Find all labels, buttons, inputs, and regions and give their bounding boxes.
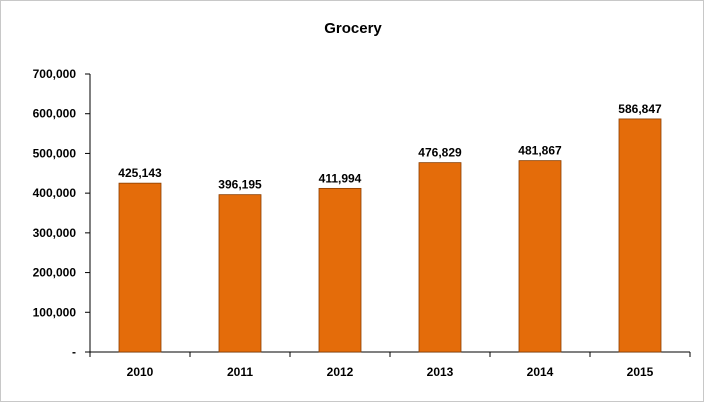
bar [418, 162, 462, 353]
bar [318, 187, 362, 353]
y-tick-label: 400,000 [33, 186, 77, 200]
y-tick-label: - [72, 345, 76, 359]
x-tick-label: 2012 [327, 365, 354, 379]
x-tick-label: 2010 [127, 365, 154, 379]
x-tick-label: 2015 [627, 365, 654, 379]
data-label: 396,195 [218, 178, 262, 192]
bar [218, 194, 262, 353]
data-label: 411,994 [319, 171, 362, 185]
y-tick-label: 700,000 [33, 67, 77, 81]
data-label: 476,829 [418, 146, 462, 160]
data-label: 481,867 [518, 144, 562, 158]
y-tick-label: 100,000 [33, 305, 77, 319]
bar [518, 160, 562, 353]
chart-title: Grocery [324, 20, 382, 37]
y-tick-label: 200,000 [33, 266, 77, 280]
x-tick-label: 2011 [227, 365, 253, 379]
bar [618, 118, 662, 353]
y-tick-label: 500,000 [33, 146, 77, 160]
x-tick-label: 2013 [427, 365, 454, 379]
data-label: 586,847 [618, 102, 662, 116]
bar [118, 182, 162, 353]
y-tick-label: 300,000 [33, 226, 77, 240]
y-tick-label: 600,000 [33, 107, 77, 121]
data-label: 425,143 [118, 166, 162, 180]
x-tick-label: 2014 [527, 365, 554, 379]
